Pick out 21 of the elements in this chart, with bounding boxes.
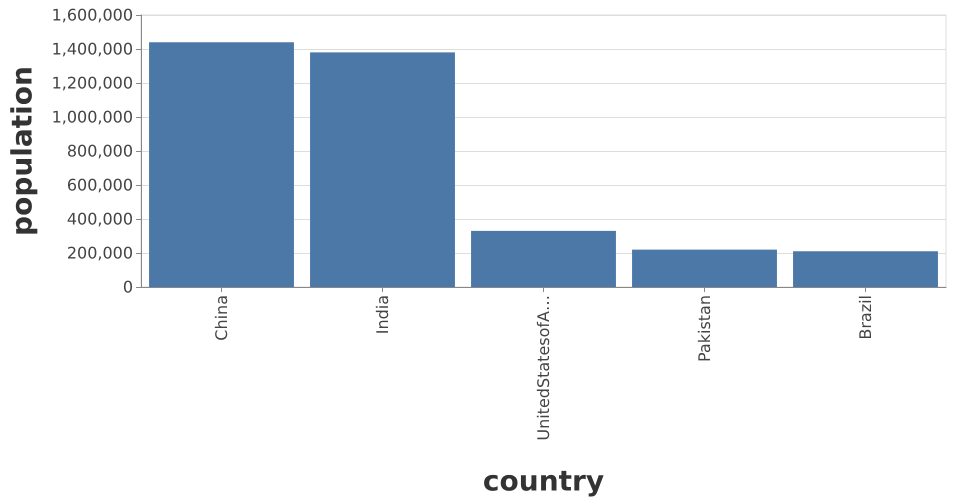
x-tick-label: India — [373, 295, 392, 334]
y-tick-label: 1,200,000 — [52, 74, 133, 92]
bar — [310, 52, 455, 287]
y-tick-label: 400,000 — [66, 210, 133, 228]
y-tick-label: 800,000 — [66, 142, 133, 160]
x-tick-label: Pakistan — [695, 295, 714, 362]
y-tick-label: 600,000 — [66, 176, 133, 194]
x-axis-title: country — [482, 464, 604, 498]
x-tick-label: China — [212, 295, 231, 341]
y-axis-title: population — [6, 66, 38, 236]
y-tick-label: 1,400,000 — [52, 40, 133, 58]
x-tick-label: Brazil — [856, 295, 875, 340]
bar — [149, 42, 294, 287]
y-tick-label: 1,600,000 — [52, 6, 133, 24]
bar — [632, 250, 777, 287]
y-tick-label: 0 — [122, 278, 133, 296]
bar — [471, 230, 616, 287]
y-tick-label: 1,000,000 — [52, 108, 133, 126]
x-tick-label: UnitedStatesofA… — [534, 295, 553, 441]
y-tick-label: 200,000 — [66, 244, 133, 262]
bar — [793, 251, 938, 287]
